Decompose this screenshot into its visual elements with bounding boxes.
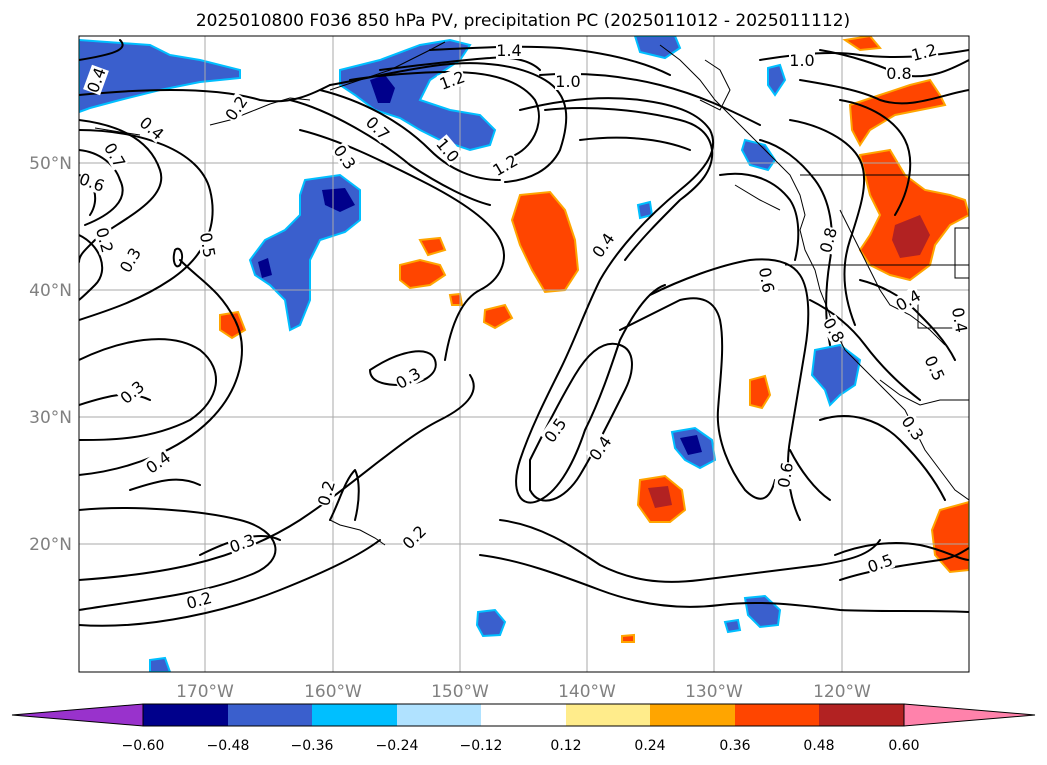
lat-label: 30°N — [29, 408, 72, 428]
neg-region-nw — [79, 38, 241, 114]
pos-region-mid-core — [648, 486, 672, 508]
map-frame — [78, 35, 970, 673]
neg-region-top-small — [633, 36, 682, 60]
contour-label: 0.5 — [196, 231, 219, 259]
colorbar-bin — [566, 704, 650, 726]
neg-region-bc-small — [767, 63, 787, 97]
neg-region-central-core1 — [322, 188, 355, 212]
colorbar-tick: −0.48 — [207, 738, 250, 754]
pos-region-w1 — [399, 258, 447, 290]
colorbar-tick: −0.60 — [122, 738, 165, 754]
pos-region-dot — [621, 633, 635, 643]
lon-label: 160°W — [304, 682, 362, 702]
contour-label: 1.0 — [789, 51, 814, 70]
colorbar-tick: −0.36 — [291, 738, 334, 754]
neg-region-south2 — [475, 608, 507, 638]
lon-label: 170°W — [176, 682, 234, 702]
pos-region-ca — [749, 374, 772, 410]
lon-label: 150°W — [431, 682, 489, 702]
pos-region-ne — [842, 36, 882, 52]
longitude-labels: 170°W 160°W 150°W 140°W 130°W 120°W — [176, 682, 871, 702]
colorbar-tick: −0.12 — [460, 738, 503, 754]
colorbar-bin — [735, 704, 819, 726]
colorbar-bin — [819, 704, 904, 726]
lon-label: 120°W — [813, 682, 871, 702]
latitude-labels: 50°N 40°N 30°N 20°N — [29, 154, 72, 555]
colorbar-extend-low — [11, 703, 144, 727]
contour-label: 0.6 — [755, 266, 778, 294]
colorbar-bin — [650, 704, 735, 726]
contour-label: 0.4 — [948, 306, 971, 334]
lon-label: 130°W — [685, 682, 743, 702]
colorbar-tick: 0.24 — [634, 738, 665, 754]
neg-region-dot2 — [723, 618, 742, 634]
negative-precip-shading — [79, 36, 862, 672]
colorbar-frame — [142, 703, 905, 727]
neg-region-aleutian-core — [370, 75, 395, 103]
colorbar-tick: 0.48 — [803, 738, 834, 754]
pos-region-se — [930, 500, 969, 574]
pv-contour-labels: 0.4 0.2 0.4 0.7 0.6 0.2 0.3 0.5 0.3 0.7 … — [79, 39, 971, 613]
neg-region-dot1 — [636, 200, 654, 220]
colorbar-bin — [228, 704, 312, 726]
colorbar-bin — [143, 704, 228, 726]
lat-label: 50°N — [29, 154, 72, 174]
neg-region-aleutian — [339, 38, 497, 152]
pos-region-pnw-core — [892, 215, 930, 258]
pv-contours — [79, 39, 969, 627]
neg-region-central-core2 — [258, 258, 272, 278]
lat-label: 40°N — [29, 281, 72, 301]
colorbar-bin — [312, 704, 397, 726]
map-panel: 0.4 0.2 0.4 0.7 0.6 0.2 0.3 0.5 0.3 0.7 … — [78, 35, 971, 673]
colorbar-tick: 0.36 — [719, 738, 750, 754]
contour-label: 0.8 — [886, 64, 911, 83]
pos-region-w5 — [448, 292, 464, 306]
pos-region-w4 — [482, 303, 514, 330]
contour-label: 0.6 — [774, 461, 797, 489]
colorbar: −0.60 −0.48 −0.36 −0.24 −0.12 0.12 0.24 … — [11, 703, 1036, 754]
lon-label: 140°W — [558, 682, 616, 702]
coastlines — [94, 41, 969, 546]
colorbar-tick: 0.12 — [550, 738, 581, 754]
figure-title: 2025010800 F036 850 hPa PV, precipitatio… — [196, 11, 850, 31]
neg-region-sw — [149, 656, 172, 672]
colorbar-bin — [481, 704, 566, 726]
colorbar-extend-high — [903, 703, 1036, 727]
neg-region-ca-coast — [810, 343, 862, 407]
pos-region-nw-coast — [848, 78, 947, 147]
contour-label: 1.0 — [555, 72, 580, 91]
neg-region-mid-core — [680, 435, 702, 455]
contour-label: 1.4 — [496, 41, 521, 60]
colorbar-bin — [397, 704, 481, 726]
colorbar-tick: −0.24 — [376, 738, 419, 754]
colorbar-tick: 0.60 — [888, 738, 919, 754]
positive-precip-shading — [219, 36, 969, 643]
pos-region-w2 — [418, 236, 447, 257]
lat-label: 20°N — [29, 535, 72, 555]
